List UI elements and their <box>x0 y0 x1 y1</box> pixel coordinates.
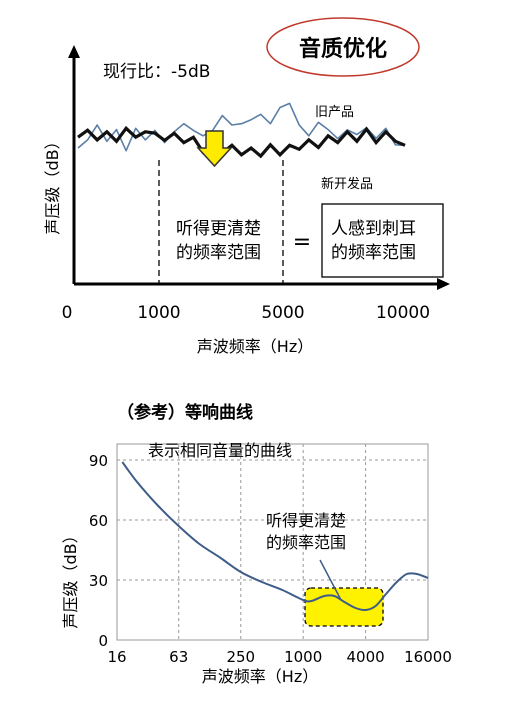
badge-ellipse <box>266 17 420 77</box>
x-tick-label: 63 <box>169 648 188 666</box>
decrease-arrow-icon <box>196 130 233 168</box>
top-chart: 音质优化 现行比：-5dB 声压级（dB） 声波频率（Hz） 0 1000 50… <box>43 17 450 356</box>
equals-sign: = <box>293 230 311 255</box>
y-tick-label: 60 <box>89 512 108 530</box>
box-label-line1: 人感到刺耳 <box>331 219 416 239</box>
irritating-range-box <box>321 203 444 278</box>
x-tick-label: 16 <box>107 648 126 666</box>
highlight-box <box>304 587 384 627</box>
x-tick-labels: 16 63 250 1000 4000 16000 <box>107 648 451 666</box>
box-label-line2: 的频率范围 <box>331 243 416 263</box>
badge-label: 音质优化 <box>299 36 387 62</box>
x-tick-label: 10000 <box>376 303 430 323</box>
highlight-label-line2: 的频率范围 <box>266 533 346 552</box>
x-tick-label: 5000 <box>261 303 304 323</box>
y-axis-label: 声压级（dB） <box>61 527 80 628</box>
callout-line <box>319 559 342 601</box>
y-tick-label: 90 <box>89 452 108 470</box>
range-label-line1: 听得更清楚 <box>176 219 261 239</box>
y-axis-label: 声压级（dB） <box>43 133 62 234</box>
chart-title: （参考）等响曲线 <box>117 402 253 423</box>
x-tick-label: 4000 <box>346 648 384 666</box>
x-tick-label: 1000 <box>284 648 322 666</box>
y-axis-arrow <box>68 45 80 58</box>
ratio-annotation: 现行比：-5dB <box>103 62 210 82</box>
x-axis-label: 声波频率（Hz） <box>202 667 318 686</box>
y-tick-labels: 0 30 60 90 <box>89 452 108 650</box>
equal-loudness-curve <box>121 461 429 612</box>
legend-new-product: 新开发品 <box>321 176 373 192</box>
y-tick-label: 30 <box>89 572 108 590</box>
x-tick-label: 16000 <box>404 648 452 666</box>
bottom-chart: （参考）等响曲线 0 30 60 90 16 63 250 1000 4000 16000 声压… <box>61 402 452 686</box>
series-new-product <box>77 125 406 159</box>
plot-frame <box>116 443 429 641</box>
legend-old-product: 旧产品 <box>315 105 354 120</box>
y-tick-label: 0 <box>98 632 108 650</box>
highlight-label-line1: 听得更清楚 <box>266 511 346 530</box>
x-axis-arrow <box>437 278 450 290</box>
x-tick-label: 1000 <box>137 303 180 323</box>
range-label-line2: 的频率范围 <box>176 243 261 263</box>
x-tick-label: 250 <box>226 648 255 666</box>
x-axis-label: 声波频率（Hz） <box>197 337 313 356</box>
x-tick-label: 0 <box>62 303 73 323</box>
curve-label: 表示相同音量的曲线 <box>148 441 292 460</box>
